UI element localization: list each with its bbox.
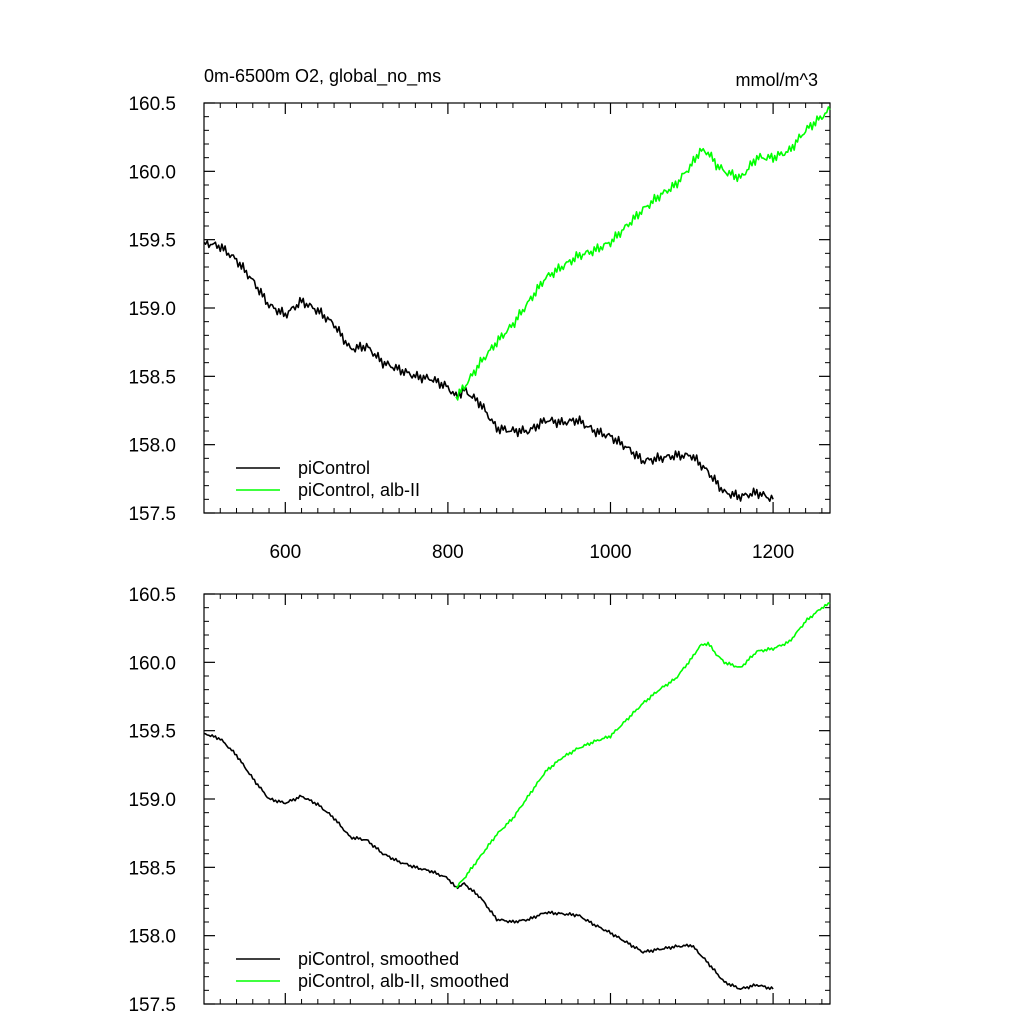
x-tick-label: 600	[269, 542, 301, 563]
x-tick-label: 800	[432, 542, 464, 563]
series-line-picontrol	[203, 240, 774, 503]
major-ticks	[204, 593, 830, 1005]
y-tick-label: 160.0	[128, 653, 176, 674]
y-tick-labels: 157.5 158.0 158.5 159.0 159.5 160.0 160.5	[128, 94, 176, 525]
series-line-picontrol	[203, 732, 774, 991]
x-tick-label: 1200	[752, 542, 794, 563]
series-line-picontrol-alb-ii	[455, 602, 831, 889]
chart-panel-bottom: 157.5 158.0 158.5 159.0 159.5 160.0 160.5 piCo…	[128, 585, 831, 1016]
x-tick-labels: 600 800 1000 1200	[269, 542, 794, 563]
legend-label: piControl	[298, 458, 370, 478]
y-tick-label: 159.0	[128, 790, 176, 811]
units-label: mmol/m^3	[736, 70, 818, 90]
y-tick-label: 158.0	[128, 436, 176, 457]
legend-label: piControl, smoothed	[298, 949, 459, 969]
y-tick-label: 158.5	[128, 367, 176, 388]
y-tick-label: 159.0	[128, 299, 176, 320]
minor-ticks	[204, 594, 830, 1004]
minor-ticks	[204, 103, 830, 513]
y-tick-label: 160.5	[128, 585, 176, 606]
legend-label: piControl, alb-II	[298, 480, 420, 500]
y-tick-label: 159.5	[128, 231, 176, 252]
major-ticks	[204, 102, 830, 514]
y-tick-label: 160.5	[128, 94, 176, 115]
y-tick-label: 157.5	[128, 504, 176, 525]
y-tick-label: 158.0	[128, 927, 176, 948]
x-tick-label: 1000	[589, 542, 631, 563]
chart-panel-top: 0m-6500m O2, global_no_ms mmol/m^3 157.5…	[128, 66, 831, 563]
series-group	[203, 106, 831, 503]
series-group	[203, 602, 831, 991]
series-line-picontrol-alb-ii	[455, 106, 831, 401]
y-tick-label: 159.5	[128, 722, 176, 743]
y-tick-label: 158.5	[128, 858, 176, 879]
y-tick-labels: 157.5 158.0 158.5 159.0 159.5 160.0 160.5	[128, 585, 176, 1016]
y-tick-label: 160.0	[128, 162, 176, 183]
y-tick-label: 157.5	[128, 995, 176, 1016]
legend-label: piControl, alb-II, smoothed	[298, 971, 509, 991]
chart-title: 0m-6500m O2, global_no_ms	[204, 66, 441, 87]
